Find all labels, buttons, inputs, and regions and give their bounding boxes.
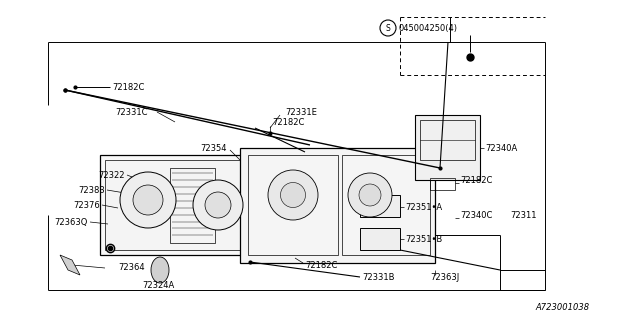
Ellipse shape <box>151 257 169 283</box>
Bar <box>360 228 400 250</box>
Circle shape <box>348 173 392 217</box>
Bar <box>420 120 475 160</box>
Text: 72340C: 72340C <box>460 211 492 220</box>
Text: 72376: 72376 <box>73 201 100 210</box>
Text: 72331B: 72331B <box>362 273 394 282</box>
Text: 72324A: 72324A <box>142 281 174 290</box>
Polygon shape <box>60 255 80 275</box>
Text: 72331E: 72331E <box>285 108 317 116</box>
Bar <box>105 160 270 250</box>
Text: 72354: 72354 <box>200 143 227 153</box>
Bar <box>100 155 275 255</box>
Circle shape <box>133 185 163 215</box>
Text: 72182C: 72182C <box>272 117 305 126</box>
Bar <box>360 195 400 217</box>
Text: 72363Q: 72363Q <box>54 218 88 227</box>
Bar <box>248 155 338 255</box>
Text: 72322: 72322 <box>99 171 125 180</box>
Circle shape <box>280 182 305 207</box>
Circle shape <box>268 170 318 220</box>
Bar <box>430 178 455 190</box>
Text: 72182C: 72182C <box>460 175 492 185</box>
Text: A723001038: A723001038 <box>536 303 590 313</box>
Text: 72182C: 72182C <box>305 260 337 269</box>
Text: S: S <box>386 23 390 33</box>
Text: 72363J: 72363J <box>430 274 460 283</box>
Text: 72364: 72364 <box>118 263 145 273</box>
Bar <box>415 115 480 180</box>
Text: 72383: 72383 <box>78 186 105 195</box>
Text: 72182C: 72182C <box>112 83 145 92</box>
Bar <box>342 155 430 255</box>
Circle shape <box>193 180 243 230</box>
Text: 72311: 72311 <box>510 211 536 220</box>
Text: 72351•A: 72351•A <box>405 203 442 212</box>
Circle shape <box>205 192 231 218</box>
Bar <box>240 148 435 263</box>
Circle shape <box>120 172 176 228</box>
Circle shape <box>359 184 381 206</box>
Text: 72340A: 72340A <box>485 143 517 153</box>
Text: 72351•B: 72351•B <box>405 235 442 244</box>
Text: 72331C: 72331C <box>115 108 147 116</box>
Bar <box>170 168 215 243</box>
Text: 045004250(4): 045004250(4) <box>398 23 457 33</box>
